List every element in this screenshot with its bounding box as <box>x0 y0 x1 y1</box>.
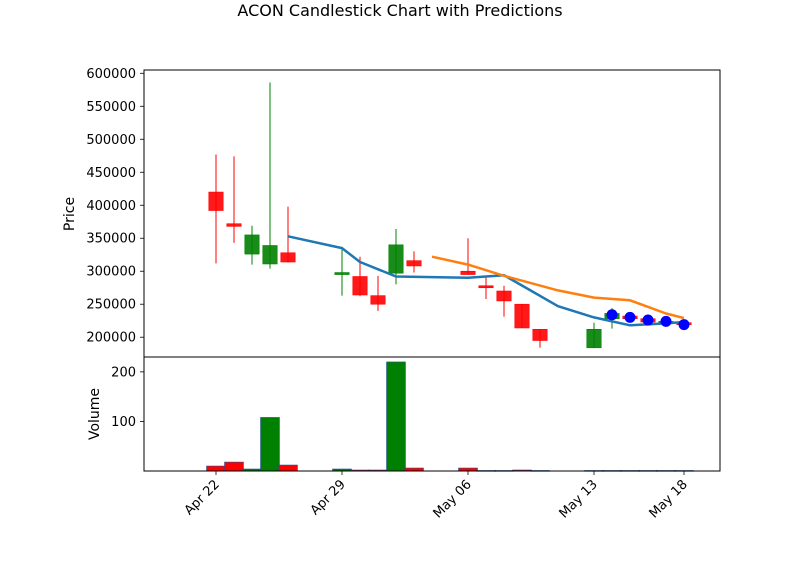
volume-panel: 100 200 <box>111 356 721 472</box>
x-tick-label: May 13 <box>557 477 601 521</box>
volume-bar <box>206 465 226 472</box>
price-ytick-label: 550000 <box>86 100 136 115</box>
price-ytick-label: 600000 <box>86 67 136 82</box>
volume-bar <box>386 361 406 472</box>
candle-body <box>334 272 350 275</box>
prediction-marker <box>624 311 636 323</box>
prediction-marker <box>606 309 618 321</box>
candle-body <box>478 285 494 289</box>
candle-body <box>460 270 476 275</box>
candle-body <box>244 234 260 255</box>
volume-bar <box>224 461 244 472</box>
price-ytick-label: 400000 <box>86 199 136 214</box>
volume-ytick-label: 100 <box>111 415 136 430</box>
series-line-2 <box>431 255 685 320</box>
prediction-marker <box>660 315 672 327</box>
prediction-marker <box>678 319 690 331</box>
candle-body <box>226 223 242 227</box>
prediction-marker <box>642 314 654 326</box>
volume-panel-frame <box>143 356 721 472</box>
volume-bar <box>278 464 298 472</box>
candle-body <box>280 252 296 263</box>
price-ytick-label: 250000 <box>86 298 136 313</box>
candle-body <box>586 328 602 349</box>
candle-body <box>532 328 548 341</box>
candle-body <box>370 295 386 305</box>
price-panel: 200000 250000 300000 350000 400000 450000 5000… <box>86 67 721 358</box>
price-axis-label: Price <box>62 197 78 231</box>
candle-body <box>208 191 224 211</box>
price-ytick-label: 500000 <box>86 133 136 148</box>
candle-body <box>388 244 404 274</box>
candle-body <box>352 276 368 296</box>
volume-axis-label: Volume <box>87 388 103 440</box>
volume-bar <box>260 417 280 472</box>
x-axis: Apr 22 Apr 29 May 06 May 13 May 18 <box>182 471 691 521</box>
candle-body <box>496 290 512 302</box>
x-tick-label: May 18 <box>647 477 691 521</box>
price-ytick-label: 350000 <box>86 232 136 247</box>
x-tick-label: Apr 29 <box>308 477 349 518</box>
candle-body <box>262 245 278 265</box>
price-ytick-label: 300000 <box>86 265 136 280</box>
candle-body <box>406 260 422 267</box>
x-tick-label: Apr 22 <box>182 477 223 518</box>
chart-title: ACON Candlestick Chart with Predictions <box>237 1 562 20</box>
volume-ytick-label: 200 <box>111 365 136 380</box>
candle-body <box>514 303 530 329</box>
price-ytick-label: 200000 <box>86 331 136 346</box>
x-tick-label: May 06 <box>431 477 475 521</box>
price-ytick-label: 450000 <box>86 166 136 181</box>
